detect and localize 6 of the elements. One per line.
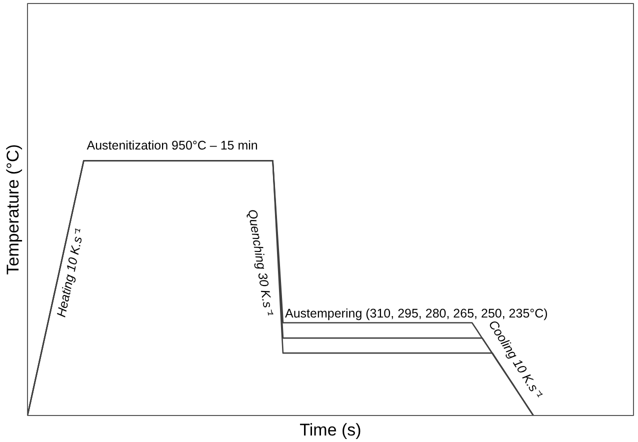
annotation: Quenching 30 K.s⁻¹ [245, 208, 276, 317]
x-axis-title: Time (s) [300, 420, 362, 440]
text: Austenitization 950°C – 15 min [86, 138, 258, 152]
annotation: Austempering (310, 295, 280, 265, 250, 235°C) [285, 306, 548, 321]
y-axis-title: Temperature (°C) [4, 144, 22, 275]
annotation: Heating 10 K.s⁻¹ [54, 227, 87, 318]
